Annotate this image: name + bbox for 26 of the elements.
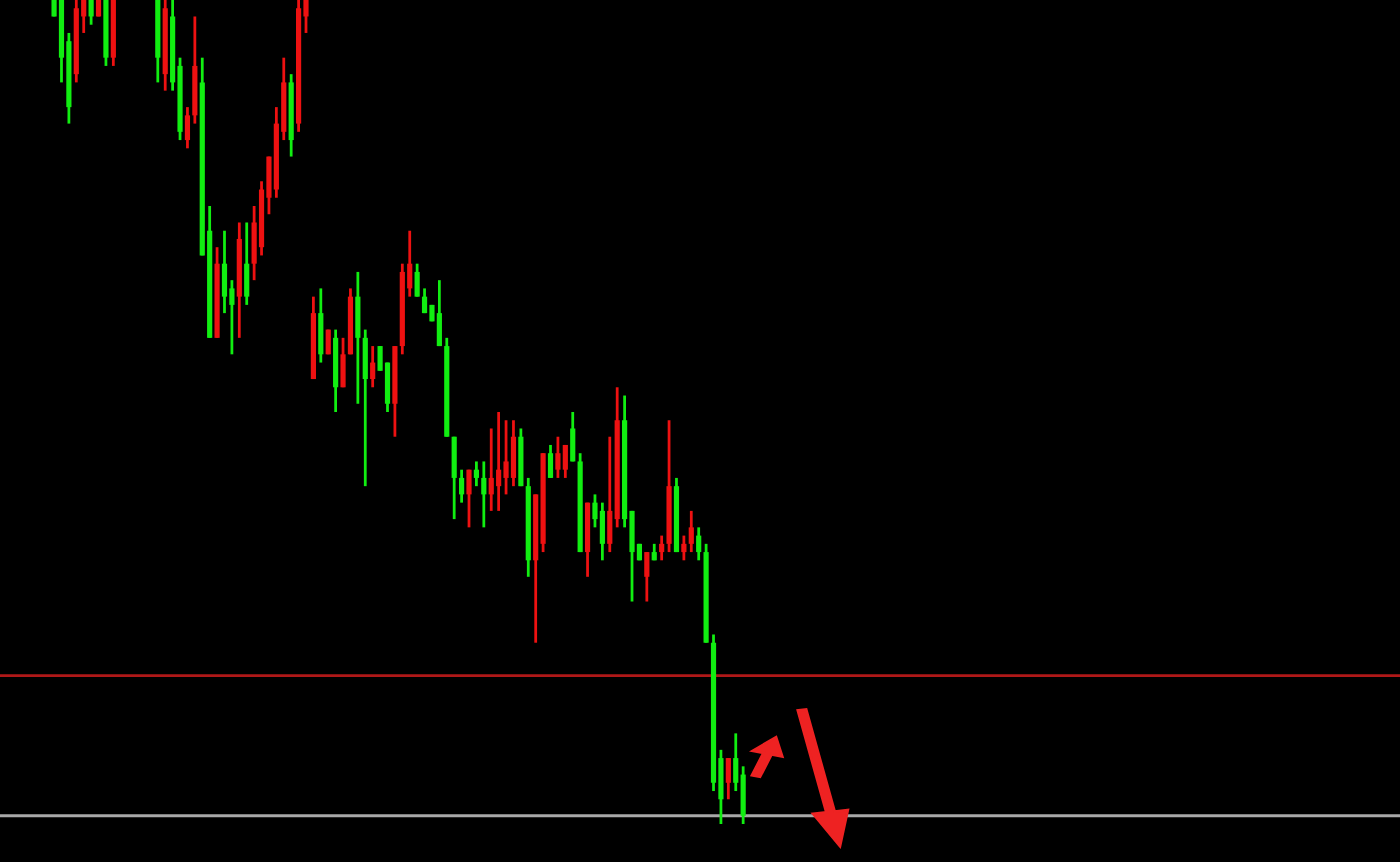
candlestick	[362, 328, 368, 488]
candlestick	[570, 410, 576, 463]
candlestick	[599, 501, 605, 562]
candlestick	[725, 756, 731, 801]
candlestick	[88, 0, 94, 27]
candlestick	[555, 435, 561, 480]
candlestick	[318, 287, 324, 364]
candlestick	[370, 344, 376, 389]
candlestick	[244, 221, 250, 307]
candlestick	[644, 550, 650, 603]
candlestick	[414, 262, 420, 299]
candlestick	[510, 418, 517, 488]
candlestick	[340, 336, 346, 389]
candlestick	[481, 460, 487, 529]
candlestick	[562, 443, 568, 480]
candlestick	[740, 764, 746, 826]
candlestick	[355, 270, 361, 406]
candlestick	[221, 229, 228, 315]
candlestick	[696, 525, 702, 562]
candlestick	[496, 410, 502, 513]
candlestick	[451, 435, 457, 521]
candlestick	[466, 468, 472, 529]
candlestick	[681, 534, 687, 562]
candlestick	[436, 278, 442, 348]
candlestick	[547, 443, 554, 480]
candlestick	[688, 509, 694, 554]
